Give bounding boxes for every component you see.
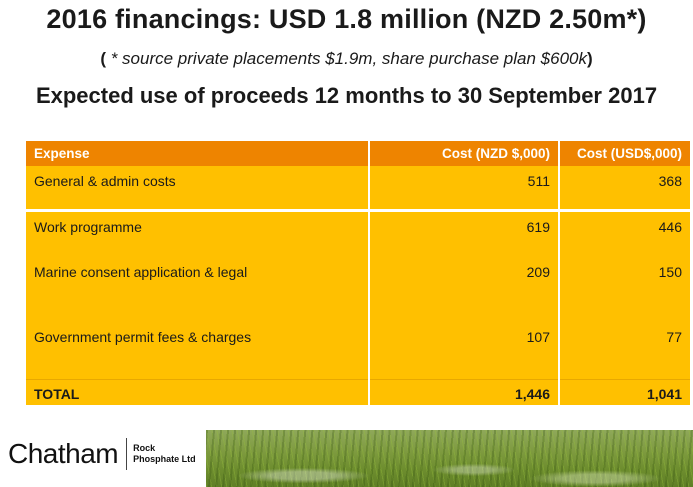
table-row: Marine consent application & legal 209 1…: [26, 257, 690, 322]
table-row: Work programme 619 446: [26, 209, 690, 257]
expense-cell: Government permit fees & charges: [26, 322, 370, 380]
logo-sub-line1: Rock: [133, 443, 156, 453]
usd-cell: 150: [559, 257, 690, 322]
usd-cell: 368: [559, 166, 690, 211]
table-row: General & admin costs 511 368: [26, 166, 690, 211]
company-logo: Chatham Rock Phosphate Ltd: [8, 432, 196, 476]
table-row: Government permit fees & charges 107 77: [26, 322, 690, 380]
table-header-row: Expense Cost (NZD $,000) Cost (USD$,000): [26, 141, 690, 166]
logo-subtitle: Rock Phosphate Ltd: [127, 443, 196, 465]
expenses-table: Expense Cost (NZD $,000) Cost (USD$,000)…: [26, 141, 690, 405]
header-cost-nzd: Cost (NZD $,000): [369, 141, 560, 166]
total-nzd: 1,446: [369, 379, 560, 405]
total-usd: 1,041: [559, 379, 690, 405]
section-heading: Expected use of proceeds 12 months to 30…: [35, 83, 658, 108]
nzd-cell: 619: [369, 209, 560, 257]
total-label: TOTAL: [26, 379, 370, 405]
expense-cell: Work programme: [26, 209, 370, 257]
slide-subtitle: ( * source private placements $1.9m, sha…: [0, 49, 693, 69]
header-cost-usd: Cost (USD$,000): [559, 141, 690, 166]
expense-cell: Marine consent application & legal: [26, 257, 370, 322]
subtitle-text: * source private placements $1.9m, share…: [110, 49, 587, 68]
subtitle-open-paren: (: [100, 49, 111, 68]
subtitle-close-paren: ): [587, 49, 593, 68]
table-total-row: TOTAL 1,446 1,041: [26, 379, 690, 405]
logo-sub-line2: Phosphate Ltd: [133, 454, 196, 464]
usd-cell: 77: [559, 322, 690, 380]
grass-image: [206, 430, 693, 487]
nzd-cell: 107: [369, 322, 560, 380]
header-expense: Expense: [26, 141, 370, 166]
logo-wordmark: Chatham: [8, 438, 128, 470]
slide-title: 2016 financings: USD 1.8 million (NZD 2.…: [46, 4, 647, 34]
nzd-cell: 511: [369, 166, 560, 211]
nzd-cell: 209: [369, 257, 560, 322]
expense-cell: General & admin costs: [26, 166, 370, 211]
usd-cell: 446: [559, 209, 690, 257]
